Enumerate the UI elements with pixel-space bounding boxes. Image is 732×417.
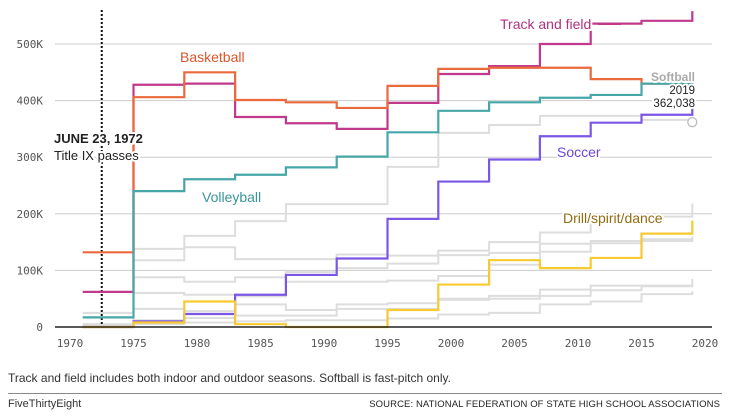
series-other-sport-a (133, 203, 694, 262)
series-basketball (82, 66, 694, 254)
x-tick-label: 1980 (184, 337, 211, 350)
y-tick-label: 0 (36, 321, 43, 334)
label-basketball: Basketball (180, 49, 245, 65)
series-softball (133, 114, 694, 250)
x-axis-ticks: 1970 1975 1980 1985 1990 1995 2000 2005 2010 2015… (57, 337, 719, 350)
series-volleyball (82, 71, 694, 319)
highlighted-series (82, 11, 694, 329)
y-axis-ticks: 0 100K 200K 300K 400K 500K (17, 38, 44, 334)
x-tick-label: 2005 (501, 337, 528, 350)
label-drill: Drill/spirit/dance (563, 210, 663, 226)
y-tick-label: 200K (17, 208, 44, 221)
y-tick-label: 300K (17, 151, 44, 164)
footer-divider (8, 393, 722, 394)
chart-footnote: Track and field includes both indoor and… (8, 371, 451, 385)
label-volleyball: Volleyball (202, 189, 261, 205)
label-softball: Softball (651, 70, 695, 84)
title-ix-text: Title IX passes (54, 148, 139, 163)
x-tick-label: 2020 (692, 337, 719, 350)
label-soccer: Soccer (557, 144, 601, 160)
label-track-and-field: Track and field (500, 16, 591, 32)
series-other-sport-c (82, 238, 694, 314)
y-tick-label: 400K (17, 95, 44, 108)
x-tick-label: 1995 (374, 337, 401, 350)
x-tick-label: 1970 (57, 337, 84, 350)
x-tick-label: 2015 (628, 337, 655, 350)
x-tick-label: 1975 (120, 337, 147, 350)
title-ix-date: JUNE 23, 1972 (54, 131, 143, 146)
x-tick-label: 2010 (565, 337, 592, 350)
y-tick-label: 500K (17, 38, 44, 51)
source-credit: SOURCE: NATIONAL FEDERATION OF STATE HIG… (369, 399, 720, 410)
softball-value: 362,038 (653, 98, 695, 110)
softball-year: 2019 (669, 85, 695, 97)
y-tick-label: 100K (17, 264, 44, 277)
series-drill-spirit-dance (82, 220, 694, 329)
brand-name: FiveThirtyEight (8, 398, 82, 410)
x-tick-label: 1990 (311, 337, 338, 350)
softball-endpoint-marker (687, 116, 698, 128)
x-tick-label: 2000 (438, 337, 465, 350)
x-tick-label: 1985 (247, 337, 274, 350)
